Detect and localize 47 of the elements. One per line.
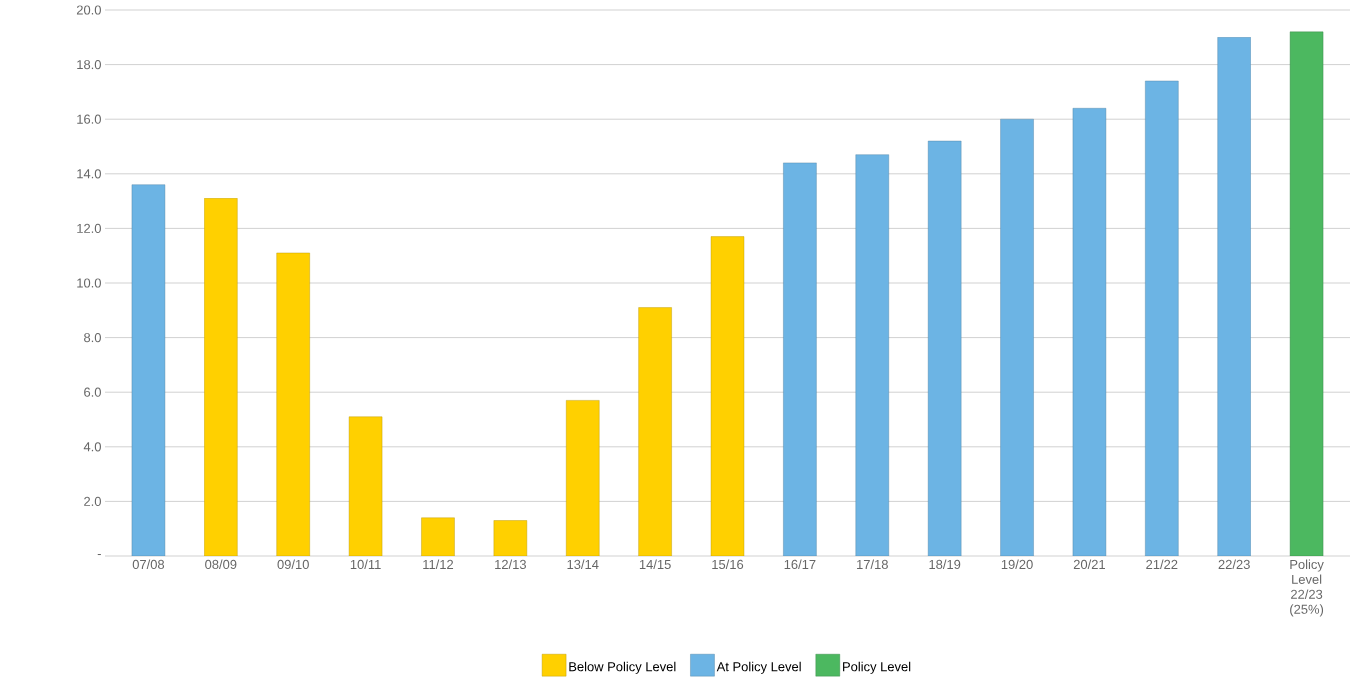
bar: [276, 252, 310, 556]
y-tick-label: 18.0: [77, 60, 101, 70]
x-tick-label: 11/12: [423, 559, 454, 570]
legend-label: Policy Level: [843, 661, 911, 674]
bar: [1145, 80, 1179, 556]
bar: [1072, 108, 1107, 556]
bar: [927, 140, 962, 556]
bar: [348, 416, 383, 556]
bar: [131, 184, 166, 556]
y-tick-label: 14.0: [77, 169, 101, 179]
x-tick-label: 14/15: [639, 559, 671, 570]
bar: [421, 517, 455, 556]
x-tick-label: 21/22: [1146, 559, 1178, 570]
x-tick-label: 15/16: [712, 559, 744, 570]
bar: [1217, 37, 1251, 556]
bar: [783, 162, 817, 556]
x-tick-label: 12/13: [495, 559, 526, 570]
bar: [566, 400, 600, 556]
x-tick-label: 10/11: [350, 559, 381, 570]
bar: [493, 520, 528, 556]
bar: [638, 307, 672, 556]
y-tick-label: 6.0: [84, 387, 101, 397]
y-tick-label: 8.0: [84, 333, 101, 343]
y-tick-label: 20.0: [76, 5, 101, 15]
x-tick-label: 17/18: [857, 559, 888, 570]
x-tick-label: 09/10: [277, 559, 309, 570]
y-tick-label: 12.0: [77, 223, 101, 233]
legend-label: At Policy Level: [716, 661, 801, 674]
y-tick-label: 10.0: [77, 278, 101, 288]
x-tick-label: 08/09: [205, 559, 237, 570]
x-tick-label: 07/08: [132, 559, 165, 570]
y-tick-label: 4.0: [83, 442, 101, 452]
y-tick-label: 2.0: [84, 496, 101, 506]
x-tick-label: 18/19: [929, 559, 961, 570]
x-tick-label: 19/20: [1001, 559, 1033, 570]
x-tick-label: Policy Level 22/23 (25%): [1290, 559, 1324, 617]
bar: [855, 154, 889, 556]
y-tick-label: 16.0: [77, 114, 101, 124]
bar: [710, 236, 745, 556]
x-tick-label: 16/17: [784, 559, 816, 570]
legend-label: Below Policy Level: [569, 661, 676, 674]
bar: [1000, 119, 1034, 556]
y-tick-label: -: [97, 554, 101, 556]
x-tick-label: 22/23: [1218, 559, 1250, 570]
bar: [204, 198, 238, 556]
x-tick-label: 20/21: [1073, 559, 1105, 570]
x-tick-label: 13/14: [567, 559, 599, 570]
